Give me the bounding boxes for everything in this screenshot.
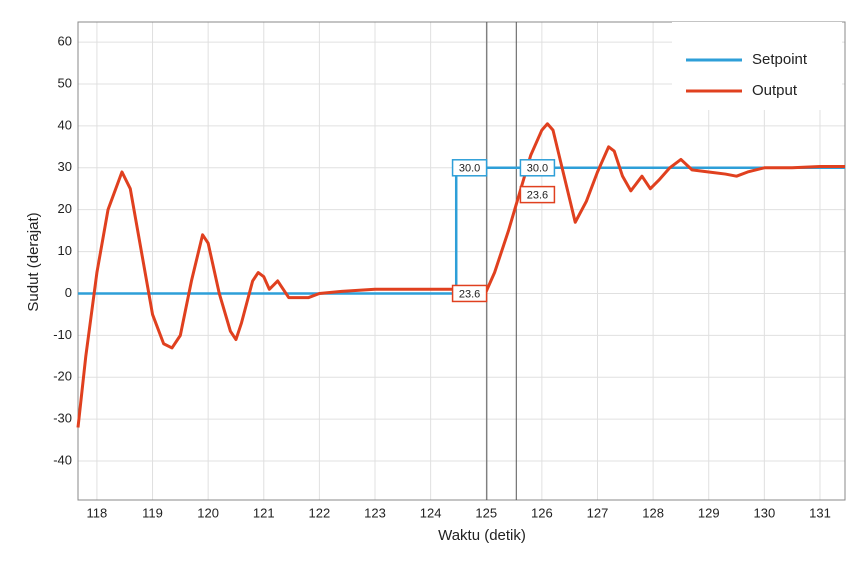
annotation-box xyxy=(451,284,488,303)
x-tick-label: 122 xyxy=(309,505,331,520)
y-axis-label: Sudut (derajat) xyxy=(25,212,42,311)
plot-frame xyxy=(77,21,846,501)
legend-label: Setpoint xyxy=(752,51,808,68)
x-tick-label: 129 xyxy=(698,505,720,520)
y-tick-label: -20 xyxy=(53,369,72,384)
x-tick-label: 123 xyxy=(364,505,386,520)
annotation-label: 30.0 xyxy=(527,163,548,175)
x-tick-label: 119 xyxy=(142,505,163,520)
x-tick-label: 125 xyxy=(475,505,497,520)
y-tick-label: 0 xyxy=(65,285,72,300)
x-tick-label: 126 xyxy=(531,505,553,520)
x-tick-label: 121 xyxy=(253,505,275,520)
legend-label: Output xyxy=(752,82,798,99)
x-tick-label: 120 xyxy=(197,505,219,520)
x-tick-label: 127 xyxy=(587,505,609,520)
annotation-label: 30.0 xyxy=(459,163,480,175)
x-tick-label: 128 xyxy=(642,505,664,520)
x-tick-label: 124 xyxy=(420,505,442,520)
y-tick-label: 50 xyxy=(58,75,72,90)
x-tick-label: 131 xyxy=(809,505,831,520)
annotation-box xyxy=(519,185,556,204)
y-tick-label: 60 xyxy=(58,34,72,49)
x-axis-label: Waktu (detik) xyxy=(438,527,526,544)
y-tick-label: -30 xyxy=(53,411,72,426)
y-tick-label: 40 xyxy=(58,117,72,132)
y-tick-label: -10 xyxy=(53,327,72,342)
annotation-label: 23.6 xyxy=(527,190,548,202)
y-tick-label: 30 xyxy=(58,159,72,174)
x-tick-label: 130 xyxy=(753,505,775,520)
y-tick-label: -40 xyxy=(53,452,72,467)
x-tick-label: 118 xyxy=(87,505,108,520)
y-tick-label: 10 xyxy=(58,243,72,258)
legend-box xyxy=(672,22,842,110)
y-tick-label: 20 xyxy=(58,201,72,216)
annotation-box xyxy=(451,159,488,177)
annotation-box xyxy=(519,159,556,177)
annotation-label: 23.6 xyxy=(459,288,480,300)
series-line xyxy=(78,166,845,295)
